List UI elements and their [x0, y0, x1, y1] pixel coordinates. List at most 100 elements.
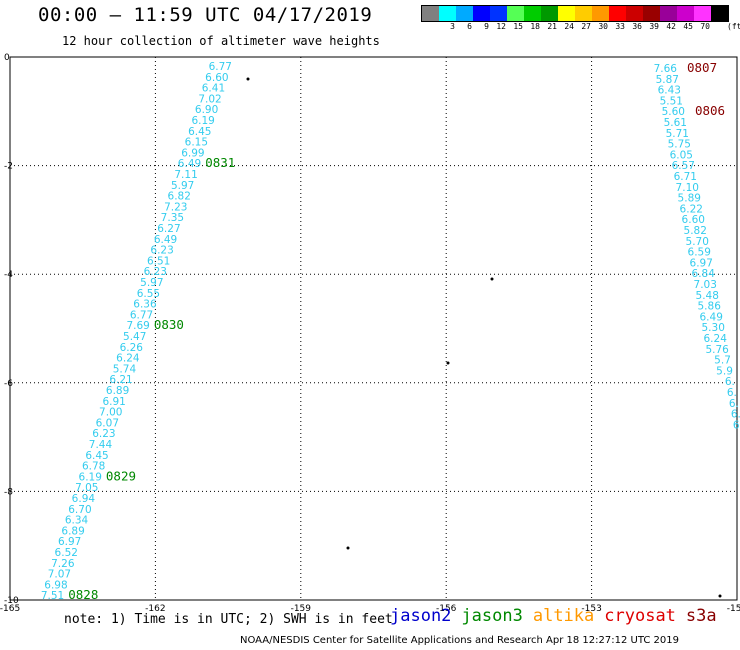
left-track-time-label: 0828	[68, 587, 98, 602]
island-marker	[346, 546, 350, 550]
left-track-swh-value: 7.69	[126, 320, 149, 332]
satellite-name: jason3	[461, 606, 523, 626]
right-track-swh-value: 5.82	[684, 225, 707, 237]
left-track-swh-value: 7.44	[89, 439, 113, 451]
legend-tick-label: 30	[598, 22, 608, 31]
legend-tick-label: 21	[547, 22, 557, 31]
right-track-time-label: 0807	[687, 60, 717, 75]
left-track-swh-value: 6.94	[72, 493, 96, 505]
left-track-swh-value: 6.23	[92, 428, 115, 440]
right-track-swh-value: 7.03	[694, 279, 717, 291]
left-track-swh-value: 6.77	[209, 61, 232, 73]
legend-swatch	[507, 6, 524, 21]
legend-swatch	[643, 6, 660, 21]
x-tick-label: -150	[727, 604, 740, 614]
right-track-swh-value: 6.97	[690, 257, 713, 269]
legend-tick-label: 39	[649, 22, 659, 31]
right-track-swh-value: 5.89	[678, 193, 701, 205]
left-track-swh-value: 6.34	[65, 515, 89, 527]
left-track-swh-value: 6.15	[185, 137, 208, 149]
left-track-swh-value: 6.23	[150, 245, 173, 257]
right-track-swh-value: 6.22	[680, 203, 703, 215]
legend-tick-label: 42	[666, 22, 676, 31]
right-track-swh-value: 6.	[731, 409, 740, 421]
right-track-swh-value: 5.70	[686, 236, 709, 248]
left-track-swh-value: 7.00	[99, 407, 122, 419]
left-track-swh-value: 6.70	[68, 504, 91, 516]
legend-swatch	[592, 6, 609, 21]
left-track-swh-value: 6.51	[147, 255, 170, 267]
right-track-swh-value: 6.49	[700, 311, 723, 323]
map-subtitle: 12 hour collection of altimeter wave hei…	[62, 34, 380, 48]
right-track-swh-value: 7.10	[676, 182, 699, 194]
left-track-swh-value: 6.27	[157, 223, 180, 235]
left-track-swh-value: 6.55	[137, 288, 160, 300]
legend-swatch	[473, 6, 490, 21]
x-tick-label: -156	[436, 604, 457, 614]
right-track-swh-value: 5.51	[660, 95, 683, 107]
x-tick-label: -165	[0, 604, 20, 614]
left-track-swh-value: 6.97	[58, 536, 81, 548]
legend-swatch	[626, 6, 643, 21]
right-track-swh-value: 5.7	[714, 355, 731, 367]
y-tick-label: -6	[4, 379, 13, 389]
left-track-swh-value: 6.49	[154, 234, 177, 246]
legend-swatch	[575, 6, 592, 21]
island-marker	[490, 277, 494, 281]
left-track-swh-value: 6.99	[181, 147, 204, 159]
legend-swatch	[490, 6, 507, 21]
legend-tick-label: 6	[467, 22, 472, 31]
y-tick-label: -8	[4, 487, 13, 497]
left-track-swh-value: 6.90	[195, 104, 218, 116]
left-track-swh-value: 6.78	[82, 461, 105, 473]
legend-tick-label: 24	[564, 22, 574, 31]
satellite-name: altika	[532, 606, 595, 626]
left-track-swh-value: 7.11	[174, 169, 197, 181]
right-track-swh-value: 6.	[727, 387, 737, 399]
left-track-swh-value: 6.77	[130, 309, 153, 321]
x-tick-label: -162	[145, 604, 165, 614]
left-track-swh-value: 7.02	[198, 93, 221, 105]
legend-swatch	[609, 6, 626, 21]
left-track-swh-value: 6.36	[133, 299, 157, 311]
left-track-swh-value: 5.97	[171, 180, 194, 192]
footnote: note: 1) Time is in UTC; 2) SWH is in fe…	[64, 612, 393, 627]
left-track-swh-value: 6.98	[44, 579, 67, 591]
left-track-swh-value: 7.05	[75, 482, 98, 494]
right-track-swh-value: 5.71	[666, 128, 689, 140]
right-track-swh-value: 6.	[725, 376, 735, 388]
right-track-swh-value: 5.61	[664, 117, 687, 129]
right-track-swh-value: 6.05	[670, 149, 693, 161]
right-track-swh-value: 6.	[729, 398, 739, 410]
y-tick-label: -10	[4, 596, 19, 606]
left-track-swh-value: 6.45	[85, 450, 108, 462]
satellite-legend: jason2 jason3 altika cryosat s3a	[390, 606, 727, 626]
legend-swatch	[541, 6, 558, 21]
legend-tick-label: 3	[450, 22, 455, 31]
right-track-swh-value: 5.30	[702, 322, 725, 334]
right-track-swh-value: 5.76	[705, 344, 729, 356]
satellite-name: s3a	[685, 606, 717, 626]
island-marker	[718, 594, 722, 598]
right-track-swh-value: 6.24	[704, 333, 728, 345]
right-track-swh-value: 6.43	[658, 85, 681, 97]
island-marker	[246, 77, 250, 81]
left-track-swh-value: 7.26	[51, 558, 75, 570]
left-track-swh-value: 6.07	[96, 417, 119, 429]
legend-tick-label: 12	[496, 22, 506, 31]
left-track-swh-value: 6.52	[55, 547, 78, 559]
left-track-swh-value: 6.89	[61, 525, 84, 537]
left-track-swh-value: 6.45	[188, 126, 211, 138]
left-track-swh-value: 6.60	[205, 72, 228, 84]
left-track-swh-value: 6.91	[102, 396, 125, 408]
island-marker	[446, 361, 450, 365]
right-track-swh-value: 5.75	[668, 139, 691, 151]
left-track-swh-value: 6.89	[106, 385, 129, 397]
legend-tick-label: 18	[530, 22, 540, 31]
left-track-swh-value: 7.51	[41, 590, 64, 602]
legend-tick-label: 15	[513, 22, 523, 31]
right-track-swh-value: 6.60	[682, 214, 705, 226]
right-track-swh-value: 6.71	[674, 171, 697, 183]
